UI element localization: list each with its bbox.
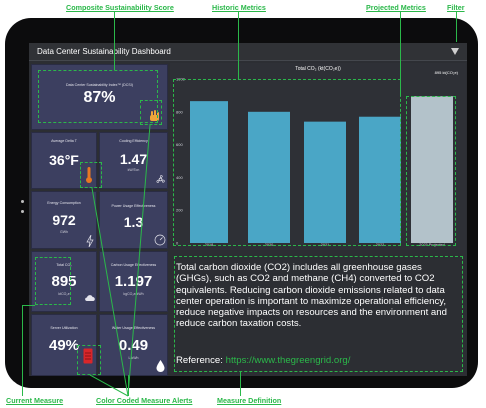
- callout-color-coded-alerts: Color Coded Measure Alerts: [96, 396, 193, 405]
- reference-label: Reference:: [176, 355, 226, 366]
- filter-icon[interactable]: [451, 48, 459, 55]
- callout-filter: Filter: [447, 3, 465, 12]
- title-bar: Data Center Sustainability Dashboard: [29, 43, 467, 61]
- projected-bar[interactable]: [411, 96, 453, 243]
- definition-text: Total carbon dioxide (CO2) includes all …: [176, 262, 447, 330]
- y-tick-label: 800: [176, 109, 183, 114]
- callout-line: [238, 12, 239, 79]
- metric-label: Total CO₂: [56, 263, 72, 267]
- chart-title: Total CO₂ (kt(CO₂e)): [295, 66, 341, 72]
- metric-tile-energy-consumption[interactable]: Energy Consumption 972 GWh: [31, 191, 97, 249]
- highlight-alert-hand: [140, 100, 162, 125]
- metric-value: 0.49: [118, 337, 149, 354]
- metric-value: 1.47: [119, 151, 148, 167]
- callout-current-measure: Current Measure: [6, 396, 64, 405]
- callout-line: [400, 12, 401, 96]
- highlight-composite: [38, 70, 158, 123]
- camera-dot: [21, 200, 24, 203]
- highlight-historic: [173, 79, 401, 246]
- metric-unit: GWh: [60, 230, 68, 234]
- historic-bar[interactable]: [359, 116, 401, 243]
- metric-label: Average Delta T: [51, 139, 77, 143]
- callout-line: [128, 375, 129, 396]
- y-tick-label: 200: [176, 208, 183, 213]
- server-icon: [83, 348, 93, 364]
- y-tick-label: 600: [176, 142, 183, 147]
- callout-line: [22, 305, 35, 306]
- callout-line: [456, 12, 457, 42]
- water-drop-icon: [156, 360, 165, 372]
- metric-tile-power-usage-effectiveness[interactable]: Power Usage Effectiveness 1.3: [99, 191, 168, 249]
- metric-value: 972: [52, 212, 76, 228]
- lightning-icon: [86, 235, 94, 247]
- metric-label: Power Usage Effectiveness: [111, 204, 156, 208]
- metric-label: Water Usage Effectiveness: [111, 326, 156, 330]
- callout-composite-score: Composite Sustainability Score: [66, 3, 174, 12]
- historic-bar[interactable]: [190, 101, 228, 243]
- dashboard-title: Data Center Sustainability Dashboard: [37, 47, 171, 56]
- metric-label: Cooling Efficiency: [119, 139, 148, 143]
- y-tick-label: 400: [176, 175, 183, 180]
- highlight-definition: [174, 256, 463, 372]
- callout-line: [114, 12, 115, 70]
- metric-tile-water-usage-effectiveness[interactable]: Water Usage Effectiveness 0.49 L/kWh: [99, 314, 168, 376]
- sensor-dot: [21, 210, 24, 213]
- y-tick-label: 0: [176, 241, 179, 246]
- cloud-icon: [85, 295, 95, 301]
- historic-bar[interactable]: [248, 111, 290, 243]
- fan-icon: [156, 175, 165, 183]
- metric-value: 49%: [48, 337, 80, 354]
- composite-label: Data Center Sustainability Index™ (DCSI): [66, 83, 133, 87]
- chart-panel: Total CO₂ (kt(CO₂e)) 895 kt(CO₂e) 0 200 40…: [170, 63, 466, 250]
- metric-tile-delta-t[interactable]: Average Delta T 36°F: [31, 132, 97, 189]
- historic-bar[interactable]: [304, 121, 346, 243]
- thermometer-icon: [86, 167, 92, 183]
- metric-value: 36°F: [49, 152, 79, 168]
- metric-tile-total-co2[interactable]: Total CO₂ 895 ktCO₂e: [31, 251, 97, 312]
- projected-value-label: 895 kt(CO₂e): [434, 70, 458, 75]
- composite-value: 87%: [83, 89, 116, 106]
- metric-tile-carbon-usage-effectiveness[interactable]: Carbon Usage Effectiveness 1.197 kgCO₂e/…: [99, 251, 168, 312]
- highlight-current-co2: [35, 257, 71, 305]
- metric-unit: ktCO₂e: [58, 292, 70, 296]
- callout-line: [22, 305, 23, 396]
- metric-label: Energy Consumption: [47, 201, 81, 205]
- metric-value: 1.197: [114, 273, 153, 290]
- highlight-alert-thermometer: [80, 162, 102, 188]
- metric-tile-cooling-efficiency[interactable]: Cooling Efficiency 1.47 kW/Ton: [99, 132, 168, 189]
- highlight-alert-server: [77, 345, 101, 375]
- reference-link[interactable]: https://www.thegreengrid.org/: [225, 355, 351, 366]
- metric-value: 1.3: [123, 214, 144, 230]
- callout-projected-metrics: Projected Metrics: [366, 3, 426, 12]
- composite-score-tile[interactable]: Data Center Sustainability Index™ (DCSI)…: [31, 64, 168, 130]
- measure-definition-panel: Total carbon dioxide (CO2) includes all …: [170, 252, 466, 376]
- metric-unit: kW/Ton: [127, 168, 140, 172]
- callout-historic-metrics: Historic Metrics: [212, 3, 266, 12]
- callout-measure-definition: Measure Definition: [217, 396, 282, 405]
- metric-label: Server Utilization: [50, 326, 78, 330]
- callout-line: [240, 372, 241, 396]
- metric-label: Carbon Usage Effectiveness: [110, 263, 157, 267]
- highlight-projected: [406, 96, 456, 246]
- metric-unit: kgCO₂e/kWh: [123, 292, 144, 296]
- reference-line: Reference: https://www.thegreengrid.org/: [176, 355, 350, 366]
- gauge-icon: [154, 234, 166, 246]
